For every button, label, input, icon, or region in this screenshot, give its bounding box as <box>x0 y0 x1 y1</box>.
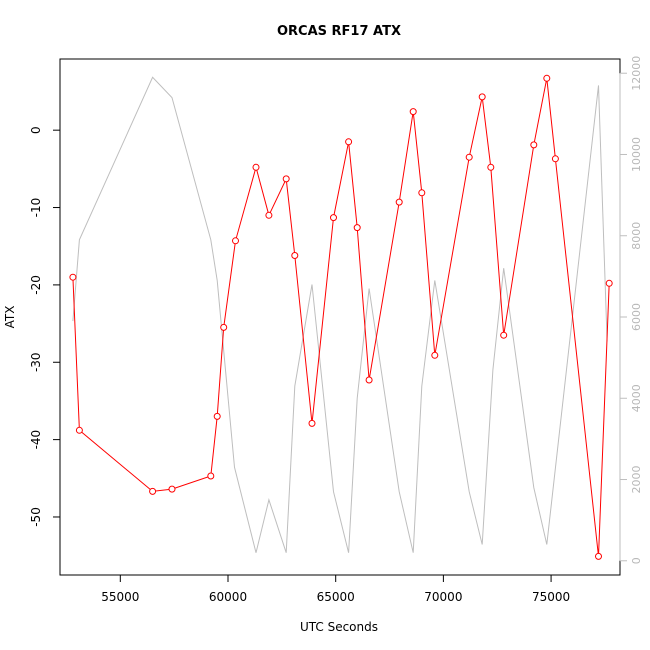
y-tick-label: -20 <box>29 275 43 295</box>
data-point <box>282 175 290 183</box>
primary-series <box>69 74 613 560</box>
data-point <box>207 472 215 480</box>
data-point <box>409 108 417 116</box>
y-tick-label: -10 <box>29 198 43 218</box>
data-point <box>395 198 403 206</box>
y2-tick-label: 10000 <box>630 137 643 172</box>
data-point <box>543 74 551 82</box>
data-point <box>530 141 538 149</box>
data-point <box>605 279 613 287</box>
primary-series-line <box>72 78 610 557</box>
x-tick-label: 65000 <box>317 590 355 604</box>
data-point <box>69 273 77 281</box>
data-point <box>465 153 473 161</box>
y-tick-label: -50 <box>29 507 43 527</box>
y2-tick-label: 4000 <box>630 384 643 412</box>
data-point <box>345 138 353 146</box>
x-axis: 55000 60000 65000 70000 75000 <box>101 574 570 604</box>
data-point <box>308 419 316 427</box>
chart-title: ORCAS RF17 ATX <box>277 24 401 39</box>
data-point <box>252 163 260 171</box>
y2-tick-label: 12000 <box>630 56 643 91</box>
data-point <box>487 163 495 171</box>
secondary-series <box>72 76 608 553</box>
data-point <box>232 237 239 245</box>
y-axis-left: 0 -10 -20 -30 -40 -50 <box>29 126 61 527</box>
y2-tick-label: 0 <box>630 557 643 564</box>
data-point <box>418 189 426 197</box>
x-tick-label: 60000 <box>209 590 247 604</box>
data-point <box>330 214 337 222</box>
y2-tick-label: 6000 <box>630 303 643 331</box>
y-tick-label: -40 <box>29 430 43 450</box>
y-axis-right: 0 2000 4000 6000 8000 10000 12000 <box>619 56 643 564</box>
secondary-series-line <box>72 76 608 553</box>
data-point <box>595 552 602 560</box>
data-point <box>213 412 221 420</box>
y2-tick-label: 8000 <box>630 222 643 250</box>
data-point <box>431 351 439 359</box>
data-point <box>149 487 157 495</box>
data-point <box>75 426 83 434</box>
y-tick-label: 0 <box>29 126 43 134</box>
data-point <box>478 93 486 101</box>
data-point <box>500 331 508 339</box>
y-axis-title: ATX <box>3 306 17 329</box>
data-point <box>551 155 559 163</box>
x-tick-label: 75000 <box>532 590 570 604</box>
y2-tick-label: 2000 <box>630 466 643 494</box>
data-point <box>365 376 373 384</box>
y-tick-label: -30 <box>29 352 43 372</box>
x-tick-label: 70000 <box>424 590 462 604</box>
x-axis-title: UTC Seconds <box>300 620 378 634</box>
x-tick-label: 55000 <box>101 590 139 604</box>
data-point <box>291 252 299 259</box>
data-point <box>220 323 228 331</box>
data-point <box>265 211 273 219</box>
data-point <box>168 485 176 493</box>
data-point <box>353 224 361 232</box>
